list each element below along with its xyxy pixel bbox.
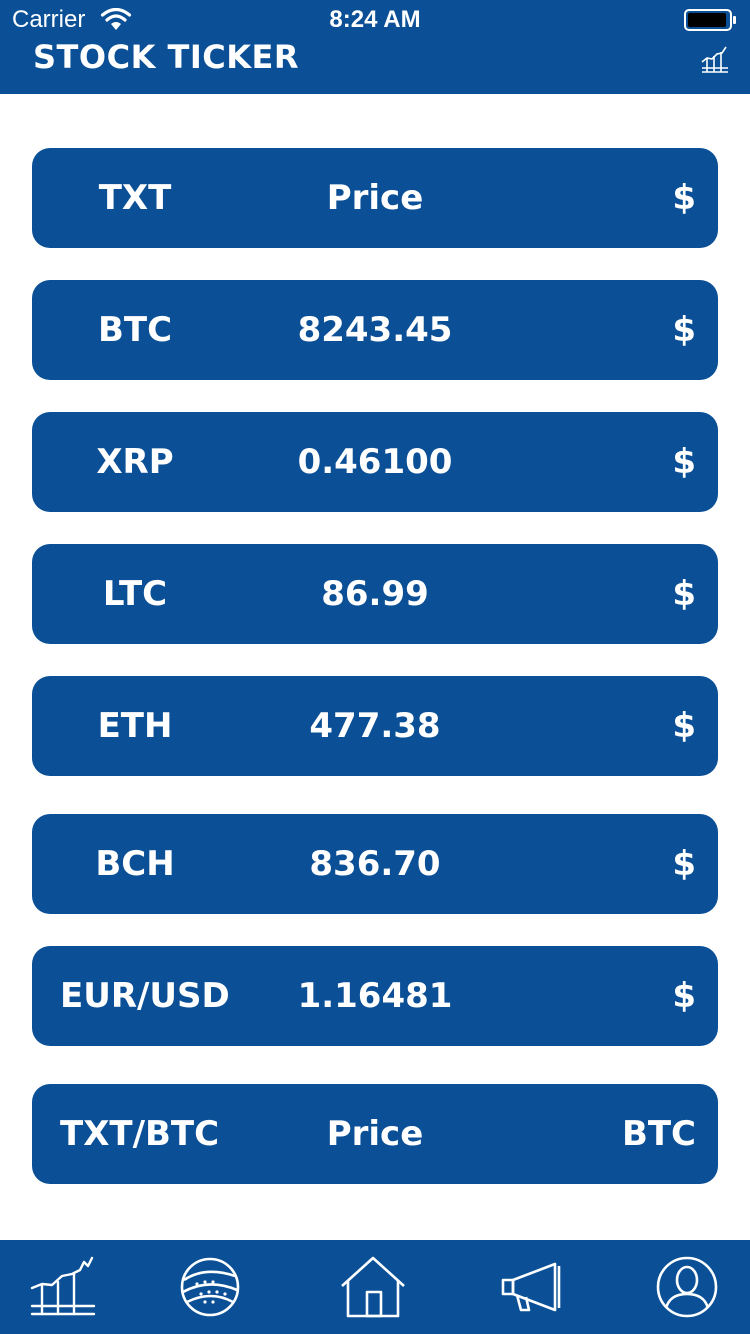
carrier-label: Carrier: [12, 6, 86, 33]
ticker-header-row: TXT Price $: [32, 148, 718, 248]
ticker-symbol: LTC: [102, 574, 168, 614]
ticker-price: 1.16481: [297, 976, 453, 1016]
line-chart-icon[interactable]: [28, 1252, 98, 1322]
megaphone-icon[interactable]: [499, 1252, 569, 1322]
ticker-price: 0.46100: [297, 442, 453, 482]
user-icon[interactable]: [652, 1252, 722, 1322]
ticker-symbol: EUR/USD: [60, 976, 230, 1016]
navigation-bar: Carrier 8:24 AM STOCK TICKER: [0, 0, 750, 94]
line-chart-icon[interactable]: [700, 44, 730, 74]
globe-icon[interactable]: [175, 1252, 245, 1322]
ticker-price: 477.38: [309, 706, 441, 746]
ticker-currency: $: [672, 844, 696, 884]
column-header-price: Price: [326, 178, 424, 218]
tab-bar: [0, 1240, 750, 1334]
ticker-symbol: BCH: [95, 844, 175, 884]
status-time: 8:24 AM: [329, 6, 421, 33]
ticker-symbol: XRP: [96, 442, 174, 482]
ticker-row-txt-btc[interactable]: TXT/BTC Price BTC: [32, 1084, 718, 1184]
ticker-price: 836.70: [309, 844, 441, 884]
ticker-currency: BTC: [621, 1114, 696, 1154]
ticker-symbol: BTC: [97, 310, 173, 350]
ticker-price: 8243.45: [297, 310, 453, 350]
ticker-currency: $: [672, 976, 696, 1016]
ticker-row-bch[interactable]: BCH 836.70 $: [32, 814, 718, 914]
ticker-currency: $: [672, 574, 696, 614]
column-header-symbol: TXT: [98, 178, 172, 218]
ticker-price: 86.99: [321, 574, 429, 614]
column-header-currency: $: [672, 178, 696, 218]
ticker-currency: $: [672, 442, 696, 482]
battery-icon: [684, 9, 736, 31]
ticker-symbol: ETH: [97, 706, 173, 746]
ticker-row-eur-usd[interactable]: EUR/USD 1.16481 $: [32, 946, 718, 1046]
page-title: STOCK TICKER: [33, 38, 300, 76]
ticker-currency: $: [672, 706, 696, 746]
home-icon[interactable]: [338, 1252, 408, 1322]
ticker-currency: $: [672, 310, 696, 350]
ticker-row-ltc[interactable]: LTC 86.99 $: [32, 544, 718, 644]
ticker-row-btc[interactable]: BTC 8243.45 $: [32, 280, 718, 380]
ticker-row-xrp[interactable]: XRP 0.46100 $: [32, 412, 718, 512]
wifi-icon: [100, 8, 132, 30]
ticker-row-eth[interactable]: ETH 477.38 $: [32, 676, 718, 776]
ticker-symbol: TXT/BTC: [60, 1114, 220, 1154]
ticker-price: Price: [326, 1114, 424, 1154]
